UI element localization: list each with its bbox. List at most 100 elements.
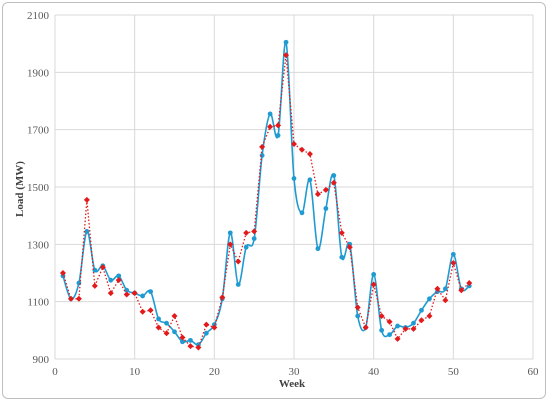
data-point	[314, 191, 321, 198]
data-point	[418, 317, 425, 324]
data-point	[410, 325, 417, 332]
data-point	[148, 289, 154, 295]
data-point	[387, 332, 392, 338]
data-point	[116, 273, 122, 279]
x-tick-label: 20	[209, 366, 221, 378]
series-layer	[59, 39, 473, 351]
x-axis-title: Week	[279, 378, 306, 390]
series-1-line	[62, 41, 470, 346]
data-point	[371, 272, 377, 277]
data-point	[211, 324, 218, 331]
data-point	[426, 313, 433, 319]
data-point	[179, 334, 186, 341]
series-1	[60, 39, 472, 348]
data-point	[164, 320, 169, 326]
data-point	[291, 176, 297, 181]
data-point	[124, 287, 130, 293]
data-point	[108, 277, 114, 283]
data-point	[235, 282, 241, 287]
data-point	[307, 177, 313, 183]
data-point	[355, 313, 361, 319]
y-tick-label: 900	[33, 354, 50, 366]
data-point	[442, 286, 448, 292]
data-point	[123, 291, 130, 298]
chart-frame	[2, 2, 546, 399]
data-point	[172, 329, 177, 335]
data-point	[346, 244, 353, 251]
y-tick-label: 1900	[27, 67, 50, 79]
data-point	[251, 228, 258, 235]
data-point	[322, 186, 329, 193]
data-point	[378, 313, 385, 319]
series-2-line	[62, 55, 470, 349]
y-tick-label: 2100	[27, 10, 50, 22]
data-point	[155, 324, 162, 331]
y-tick-label: 1100	[27, 297, 49, 309]
data-point	[83, 196, 90, 203]
series-2	[59, 52, 473, 351]
data-point	[275, 133, 281, 138]
data-point	[354, 304, 361, 311]
y-tick-labels: 900 1100 1300 1500 1700 1900 2100	[27, 10, 50, 366]
data-point	[315, 246, 321, 252]
data-point	[379, 327, 385, 333]
data-point	[171, 313, 178, 319]
data-point	[180, 339, 185, 345]
data-point	[394, 335, 401, 342]
data-point	[227, 241, 234, 248]
data-point	[84, 229, 90, 234]
data-point	[458, 287, 465, 294]
data-point	[362, 324, 369, 331]
data-point	[203, 321, 210, 328]
data-point	[99, 264, 106, 271]
data-point	[402, 325, 409, 332]
data-point	[267, 111, 273, 117]
x-tick-label: 60	[528, 366, 540, 378]
data-point	[219, 294, 226, 301]
x-tick-label: 30	[289, 366, 301, 378]
data-point	[131, 290, 138, 297]
data-point	[450, 251, 456, 257]
data-point	[291, 141, 297, 147]
data-point	[283, 39, 289, 45]
data-point	[107, 290, 114, 297]
data-point	[259, 143, 266, 150]
data-point	[466, 280, 473, 287]
data-point	[188, 337, 193, 343]
y-tick-label: 1300	[27, 239, 50, 251]
data-point	[91, 282, 98, 289]
data-point	[139, 308, 146, 315]
gridlines	[54, 14, 534, 360]
data-point	[339, 254, 345, 260]
data-point	[299, 210, 305, 216]
x-tick-label: 10	[129, 366, 141, 378]
data-point	[267, 123, 274, 130]
data-point	[243, 244, 249, 250]
data-point	[331, 173, 337, 178]
data-point	[75, 295, 82, 302]
data-point	[156, 316, 161, 322]
data-point	[187, 343, 194, 350]
y-axis-title: Load (MW)	[14, 161, 26, 217]
data-point	[427, 296, 432, 302]
data-point	[259, 153, 265, 158]
data-point	[251, 236, 257, 242]
x-tick-label: 40	[368, 366, 380, 378]
data-point	[283, 52, 290, 59]
data-point	[306, 151, 313, 158]
data-point	[298, 146, 305, 153]
data-point	[243, 229, 250, 236]
data-point	[338, 229, 345, 236]
data-point	[235, 258, 242, 265]
data-point	[370, 281, 377, 288]
data-point	[411, 320, 416, 326]
data-point	[140, 293, 146, 299]
data-point	[450, 259, 457, 266]
x-tick-labels: 0 10 20 30 40 50 60	[52, 366, 539, 378]
data-point	[195, 344, 202, 351]
data-point	[147, 307, 154, 314]
data-point	[163, 330, 170, 337]
x-tick-label: 50	[448, 366, 460, 378]
data-point	[330, 179, 337, 186]
